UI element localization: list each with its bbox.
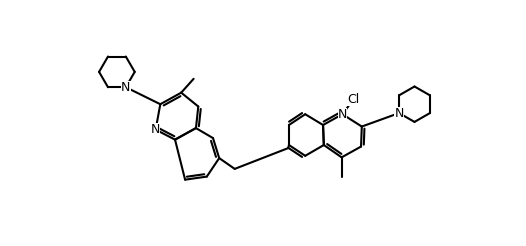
- Text: N: N: [121, 81, 130, 94]
- Text: N: N: [151, 123, 160, 136]
- Text: Cl: Cl: [347, 93, 359, 106]
- Text: N: N: [338, 108, 347, 121]
- Text: N: N: [394, 107, 404, 120]
